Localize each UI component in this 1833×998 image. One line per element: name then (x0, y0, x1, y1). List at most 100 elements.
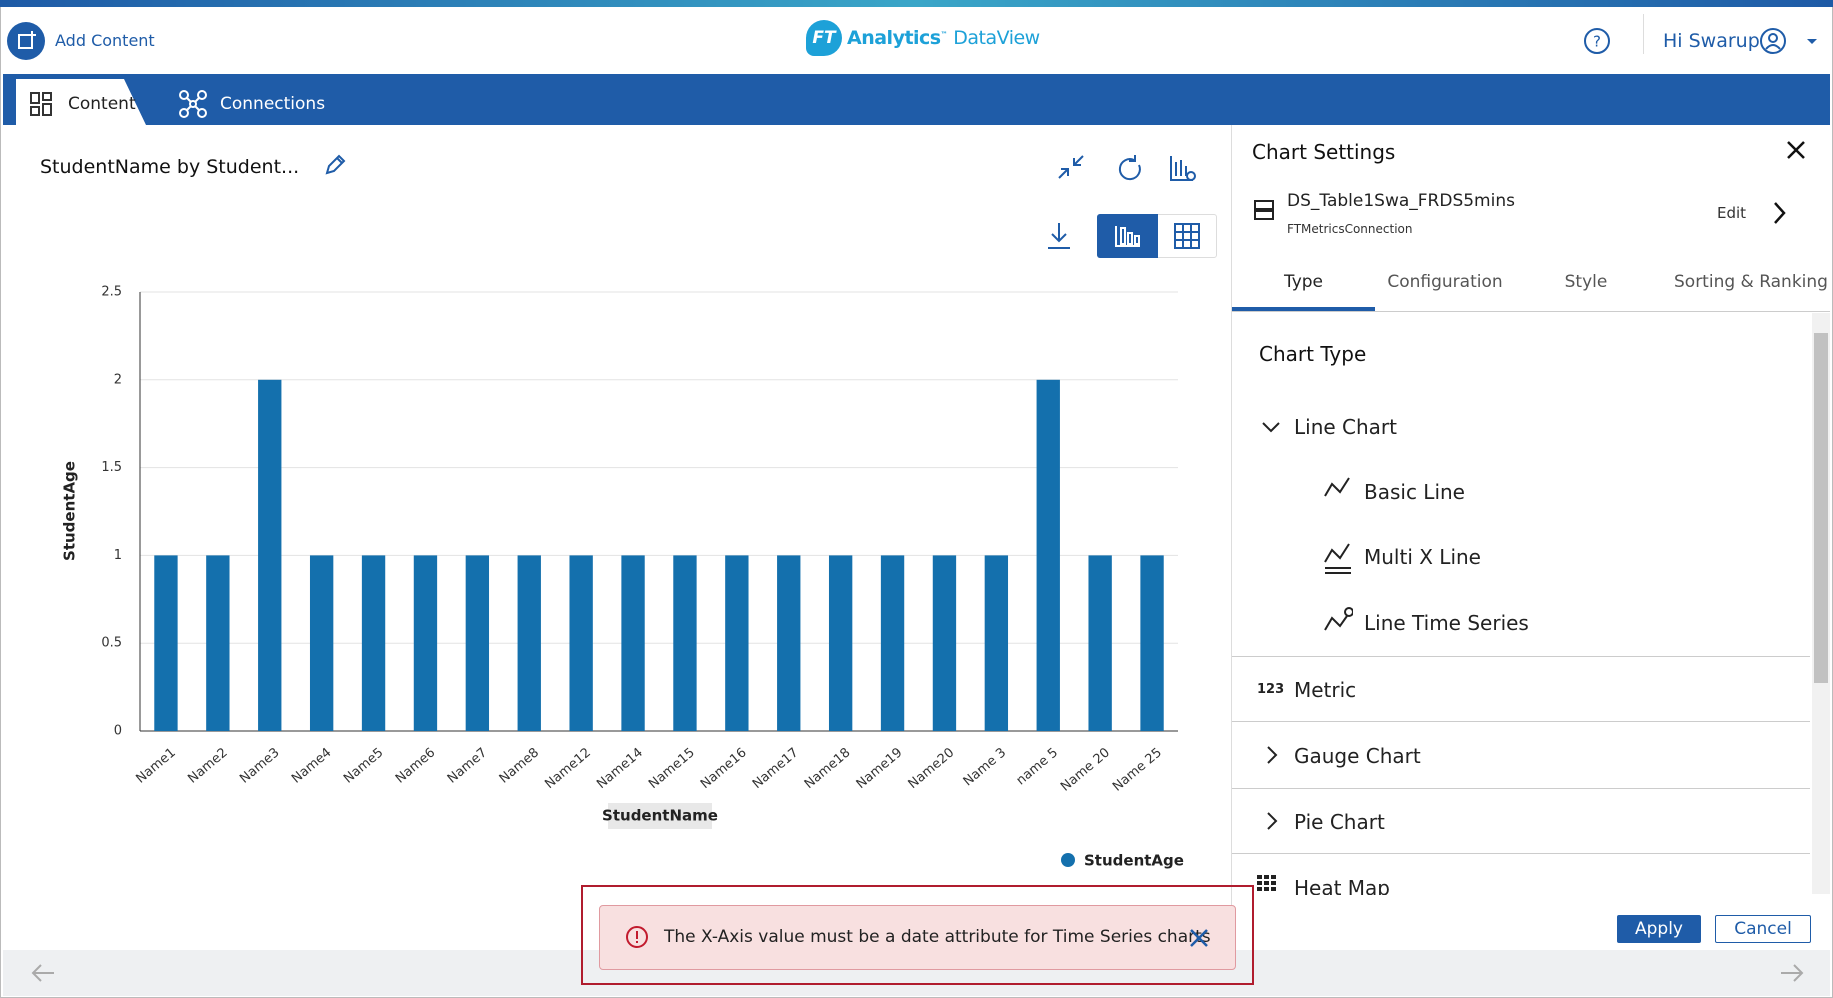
chart-type[interactable]: Basic Line (1364, 480, 1465, 504)
content-tab-bg[interactable] (16, 79, 146, 125)
x-axis-label: StudentName (602, 807, 718, 825)
legend-marker (1061, 853, 1075, 867)
chart-toolbar[interactable] (1055, 152, 1205, 184)
bar (206, 555, 230, 731)
bar (361, 555, 386, 731)
x-tick-label: Name14 (594, 745, 646, 792)
panel-divider (1231, 125, 1232, 950)
bar (309, 555, 334, 731)
x-tick-label: Name5 (341, 745, 386, 786)
icon-shape (1781, 964, 1804, 982)
icon-shape (31, 964, 54, 982)
x-tick-label: Name16 (698, 745, 750, 792)
x-tick-label: Name 25 (1110, 745, 1165, 794)
bar (621, 555, 645, 731)
chart-group[interactable]: Heat Map (1294, 876, 1391, 895)
nav-tab[interactable]: Content (68, 94, 136, 114)
plus-icon (18, 31, 36, 49)
line-type-icons (1324, 477, 1353, 631)
icon-shape (1058, 155, 1196, 181)
divider (1643, 14, 1644, 54)
metric-icon: 123 (1257, 682, 1285, 697)
add-content-icon[interactable] (7, 22, 45, 60)
x-label-bg (608, 803, 712, 829)
settings-tab[interactable]: Type (1283, 272, 1324, 292)
icon-shape (1324, 477, 1353, 631)
settings-tab[interactable]: Style (1564, 272, 1608, 292)
logo-mark: FT (806, 20, 842, 56)
edit-icon[interactable] (322, 152, 348, 178)
download-icon[interactable] (1044, 220, 1074, 252)
icon-shape (1174, 223, 1200, 249)
bar (1088, 555, 1112, 731)
bar (673, 555, 697, 731)
toast-message: The X-Axis value must be a date attribut… (664, 927, 1211, 947)
apply-button[interactable]: Apply (1617, 915, 1701, 943)
nav-tab[interactable]: Connections (220, 94, 326, 114)
chart-view-button[interactable] (1097, 214, 1158, 258)
bar (413, 555, 438, 731)
x-tick-label: Name18 (802, 745, 854, 792)
highlight-box (581, 885, 1254, 985)
user-name[interactable]: Hi Swarup (1663, 30, 1760, 52)
y-tick-label: 0.5 (101, 636, 122, 651)
logo-tm: ™ (940, 30, 948, 39)
y-tick-label: 1.5 (101, 460, 122, 475)
edit-link[interactable]: Edit (1717, 204, 1747, 222)
top-stripe (0, 0, 1833, 7)
help-icon[interactable]: ? (1583, 27, 1611, 55)
connections-icon[interactable] (178, 89, 208, 119)
scrollbar-thumb[interactable] (1814, 333, 1828, 683)
x-tick-label: Name20 (906, 745, 958, 792)
bar (517, 555, 541, 731)
chart-type[interactable]: Multi X Line (1364, 545, 1481, 569)
separator (1232, 788, 1810, 789)
icon-shape (1768, 33, 1778, 43)
user-icon[interactable] (1759, 27, 1819, 55)
nav-bar (3, 74, 1830, 125)
chart-group[interactable]: Pie Chart (1294, 810, 1385, 834)
x-tick-label: Name8 (497, 745, 542, 786)
close-settings[interactable] (1784, 138, 1808, 162)
dataset-name: DS_Table1Swa_FRDS5mins (1287, 191, 1515, 211)
settings-tab[interactable]: Sorting & Ranking (1674, 272, 1828, 292)
chevron-right[interactable] (1262, 744, 1282, 766)
settings-tab[interactable]: Configuration (1387, 272, 1503, 292)
table-view-button[interactable] (1173, 222, 1201, 250)
y-tick-label: 2 (114, 372, 122, 387)
error-icon (626, 926, 648, 948)
y-axis-label: StudentAge (61, 461, 79, 561)
icon-shape (30, 92, 52, 116)
x-tick-label: Name12 (542, 745, 594, 792)
chart-title: StudentName by Student... (40, 156, 300, 178)
chart-type[interactable]: Line Time Series (1364, 611, 1529, 635)
bar (1140, 555, 1164, 731)
icon-shape (1584, 28, 1610, 54)
cancel-button[interactable]: Cancel (1715, 915, 1811, 943)
prev-arrow[interactable] (30, 962, 56, 984)
chart-group[interactable]: Metric (1294, 678, 1357, 702)
dataset-arrow[interactable] (1770, 200, 1790, 226)
chevron-down[interactable] (1260, 417, 1282, 437)
icon-shape (1765, 44, 1781, 50)
toast-close[interactable] (1188, 927, 1210, 949)
icon-shape (1254, 200, 1274, 220)
add-content[interactable]: Add Content (55, 31, 155, 50)
chevron-right[interactable] (1262, 810, 1282, 832)
section-title: Chart Type (1259, 342, 1367, 366)
logo-main-text: Analytics (847, 27, 941, 49)
icon-shape: ? (1593, 33, 1601, 51)
settings-title: Chart Settings (1252, 140, 1396, 164)
y-tick-label: 2.5 (101, 285, 122, 300)
icon-shape (1262, 422, 1280, 433)
chart-group[interactable]: Gauge Chart (1294, 744, 1421, 768)
separator (1232, 656, 1810, 657)
chart-group[interactable]: Line Chart (1294, 415, 1397, 439)
tab-underline (1232, 307, 1375, 311)
next-arrow[interactable] (1779, 962, 1805, 984)
x-tick-label: Name17 (750, 745, 802, 792)
icon-shape (1115, 226, 1140, 247)
bar (932, 555, 957, 731)
icon-shape (1048, 223, 1070, 249)
x-tick-label: Name4 (289, 745, 334, 786)
